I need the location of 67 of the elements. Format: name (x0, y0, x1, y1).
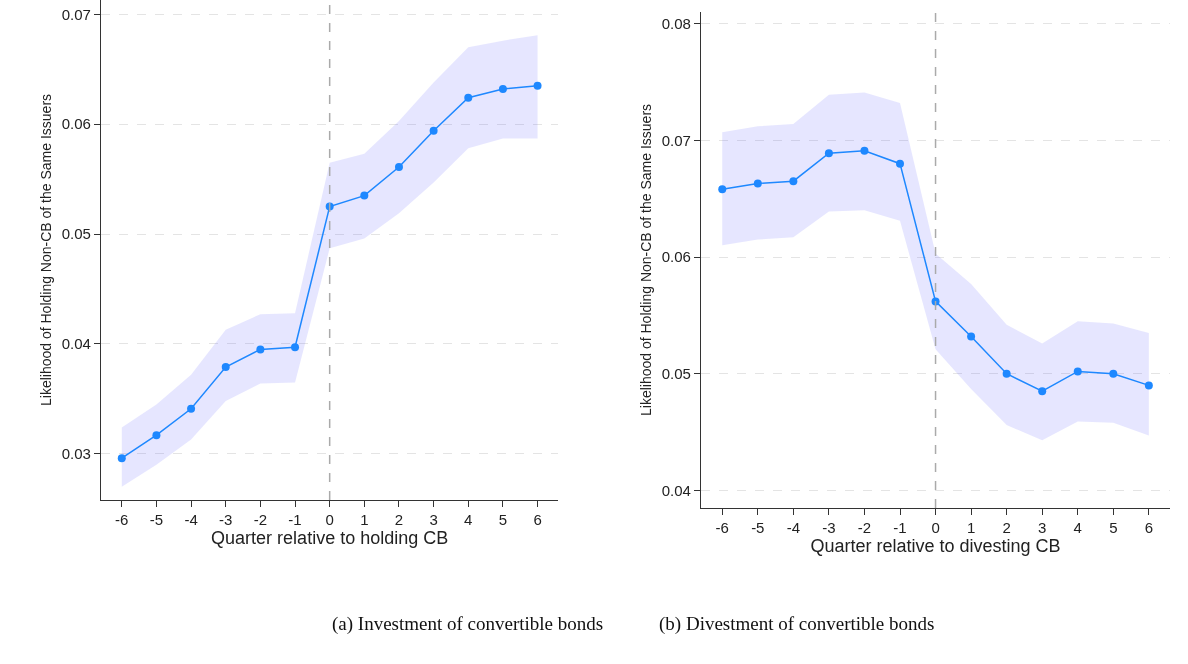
y-tick-label: 0.07 (61, 5, 91, 23)
y-tick-label: 0.07 (661, 131, 691, 149)
x-tick-label: 5 (1109, 518, 1118, 536)
point (533, 81, 542, 90)
x-tick-label: -6 (715, 518, 729, 536)
point (498, 85, 507, 94)
x-tick-label: 3 (429, 510, 438, 528)
point (1002, 369, 1011, 378)
point (360, 191, 369, 200)
point (291, 343, 300, 352)
y-axis-title: Likelihood of Holding Non-CB of the Same Issuers (638, 103, 655, 416)
point (789, 177, 798, 186)
x-axis-title: Quarter relative to holding CB (211, 528, 449, 549)
y-tick-label: 0.08 (661, 14, 691, 32)
x-tick-label: 1 (966, 518, 976, 536)
point (896, 159, 904, 168)
x-tick-label: -2 (253, 510, 268, 528)
x-tick-label: -5 (149, 510, 164, 528)
point (718, 185, 727, 194)
point (753, 179, 762, 188)
point (860, 146, 869, 155)
x-tick-label: -4 (184, 510, 198, 528)
point (187, 404, 196, 413)
text: (b) Divestment of convertible bonds (659, 613, 935, 635)
x-tick-label: 0 (325, 510, 334, 528)
point (464, 93, 473, 102)
point (1144, 381, 1153, 390)
y-tick-label: 0.04 (61, 335, 91, 353)
x-tick-label: 4 (1073, 518, 1082, 536)
x-tick-label: 5 (498, 510, 508, 528)
y-tick-label: 0.05 (661, 364, 691, 382)
x-tick-label: -6 (115, 510, 129, 528)
x-tick-label: 6 (1144, 518, 1154, 536)
x-tick-label: 2 (394, 510, 404, 528)
point (221, 363, 230, 372)
x-tick-label: -3 (219, 510, 233, 528)
point (1073, 367, 1082, 376)
text: (a) Investment of convertible bonds (332, 613, 604, 635)
y-tick-label: 0.04 (661, 481, 691, 499)
x-tick-label: -5 (751, 518, 765, 536)
point (931, 297, 940, 306)
y-tick-label: 0.03 (61, 445, 91, 463)
x-tick-label: 6 (533, 510, 542, 528)
x-tick-label: 3 (1038, 518, 1047, 536)
x-tick-label: -2 (857, 518, 872, 536)
x-tick-label: -4 (786, 518, 801, 536)
point (1109, 369, 1118, 378)
x-tick-label: 4 (464, 510, 473, 528)
point (429, 126, 438, 135)
point (256, 345, 265, 354)
point (967, 332, 976, 341)
y-axis-title: Likelihood of Holding Non-CB of the Same Issuers (38, 93, 55, 407)
y-tick-label: 0.05 (61, 225, 91, 243)
x-tick-label: 2 (1002, 518, 1011, 536)
x-tick-label: -1 (288, 510, 302, 528)
point (117, 454, 126, 463)
y-tick-label: 0.06 (661, 248, 691, 266)
y-tick-label: 0.06 (61, 115, 91, 133)
point (152, 431, 161, 440)
x-tick-label: 0 (931, 518, 940, 536)
point (394, 163, 403, 172)
point (824, 149, 833, 158)
x-tick-label: -1 (893, 518, 907, 536)
point (1038, 387, 1047, 396)
x-axis-title: Quarter relative to divesting CB (810, 536, 1061, 557)
x-tick-label: 1 (360, 510, 369, 528)
x-tick-label: -3 (822, 518, 836, 536)
